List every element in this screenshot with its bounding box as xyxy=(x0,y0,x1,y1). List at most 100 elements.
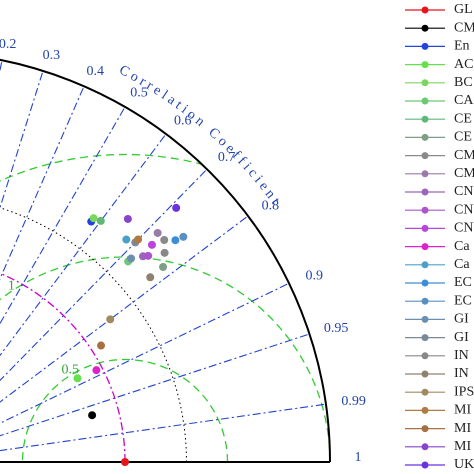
rms-label: 0.5 xyxy=(61,362,79,377)
legend-label: MI xyxy=(454,403,471,418)
legend-label: AC xyxy=(454,57,473,72)
legend-label: MI xyxy=(454,421,471,436)
legend-marker xyxy=(421,133,429,141)
legend-label: CM xyxy=(454,166,474,181)
data-point xyxy=(123,214,132,223)
legend-label: EC xyxy=(454,275,472,290)
data-point xyxy=(134,235,143,244)
corr-line xyxy=(0,403,326,452)
data-point xyxy=(97,341,106,350)
legend-marker xyxy=(421,115,429,123)
rms-label: 1 xyxy=(8,278,15,293)
data-point xyxy=(127,254,136,263)
data-point xyxy=(160,248,169,257)
data-point xyxy=(153,228,162,237)
axis-label: Correlation Coefficient xyxy=(116,63,284,210)
data-point xyxy=(144,251,153,260)
plot-area: 0.511.50.20.30.40.50.60.70.80.90.950.991 xyxy=(0,37,366,466)
corr-line xyxy=(0,70,44,210)
legend-label: BC xyxy=(454,75,473,90)
corr-tick-label: 1 xyxy=(355,450,362,465)
legend-label: EC xyxy=(454,293,472,308)
corr-tick-label: 0.2 xyxy=(0,37,16,52)
data-point xyxy=(96,216,105,225)
corr-line xyxy=(0,282,290,424)
legend-marker xyxy=(421,297,429,305)
data-point xyxy=(121,458,129,466)
legend-label: CM xyxy=(454,148,474,163)
data-point xyxy=(88,411,97,420)
data-point xyxy=(159,263,168,272)
corr-tick-label: 0.6 xyxy=(174,113,192,128)
data-point xyxy=(172,203,181,212)
corr-tick-label: 0.8 xyxy=(262,199,280,214)
data-point xyxy=(122,235,131,244)
legend-label: IPS xyxy=(454,384,474,399)
legend-label: CA xyxy=(454,93,474,108)
axis-label-path: Correlation Coefficient xyxy=(116,63,280,210)
legend-label: En xyxy=(454,39,470,54)
legend-label: CE xyxy=(454,130,472,145)
legend-marker xyxy=(421,425,429,433)
data-point xyxy=(106,315,115,324)
legend-label: GI xyxy=(454,330,469,345)
legend-marker xyxy=(421,6,429,14)
legend-marker xyxy=(421,279,429,287)
corr-line xyxy=(0,106,126,325)
legend-marker xyxy=(421,334,429,342)
legend-marker xyxy=(421,370,429,378)
legend-label: CE xyxy=(454,111,472,126)
legend-label: CN xyxy=(454,221,473,236)
legend-marker xyxy=(421,352,429,360)
legend-marker xyxy=(421,243,429,251)
legend-marker xyxy=(421,170,429,178)
legend-label: Ca xyxy=(454,239,470,254)
legend-marker xyxy=(421,461,429,469)
rms-arc xyxy=(0,153,330,462)
clipped-grid xyxy=(0,153,330,462)
reference-std-arc xyxy=(0,256,126,462)
data-point xyxy=(89,214,98,223)
data-point xyxy=(147,240,156,249)
legend-label: CN xyxy=(454,202,473,217)
legend-marker xyxy=(421,24,429,32)
legend-label: CN xyxy=(454,184,473,199)
data-point xyxy=(171,236,180,245)
corr-line xyxy=(0,333,310,437)
legend-marker xyxy=(421,315,429,323)
legend-label: CM xyxy=(454,20,474,35)
legend-label: UK xyxy=(454,457,474,472)
legend-label: IN xyxy=(454,348,469,363)
legend-marker xyxy=(421,152,429,160)
corr-tick-label: 0.4 xyxy=(86,64,104,79)
data-point xyxy=(146,273,155,282)
legend-label: MI xyxy=(454,439,471,454)
corr-tick-label: 0.5 xyxy=(130,85,148,100)
std-arc xyxy=(0,195,187,462)
legend-marker xyxy=(421,406,429,414)
legend-marker xyxy=(421,443,429,451)
legend-marker xyxy=(421,79,429,87)
data-point xyxy=(92,366,101,375)
legend-marker xyxy=(421,42,429,50)
legend-marker xyxy=(421,388,429,396)
legend-marker xyxy=(421,261,429,269)
corr-tick-label: 0.3 xyxy=(43,48,61,63)
legend-marker xyxy=(421,224,429,232)
legend-marker xyxy=(421,97,429,105)
corr-line xyxy=(0,215,249,403)
corr-tick-label: 0.7 xyxy=(218,150,236,165)
legend-marker xyxy=(421,188,429,196)
corr-line xyxy=(0,86,85,281)
corr-tick-label: 0.99 xyxy=(341,394,366,409)
legend-label: GL xyxy=(454,2,473,17)
legend-label: GI xyxy=(454,312,469,327)
legend-label: Ca xyxy=(454,257,470,272)
outer-arc xyxy=(0,58,331,463)
corr-line xyxy=(0,133,167,357)
legend-marker xyxy=(421,206,429,214)
data-point xyxy=(179,232,188,241)
data-point xyxy=(73,374,82,383)
data-point xyxy=(160,236,169,245)
